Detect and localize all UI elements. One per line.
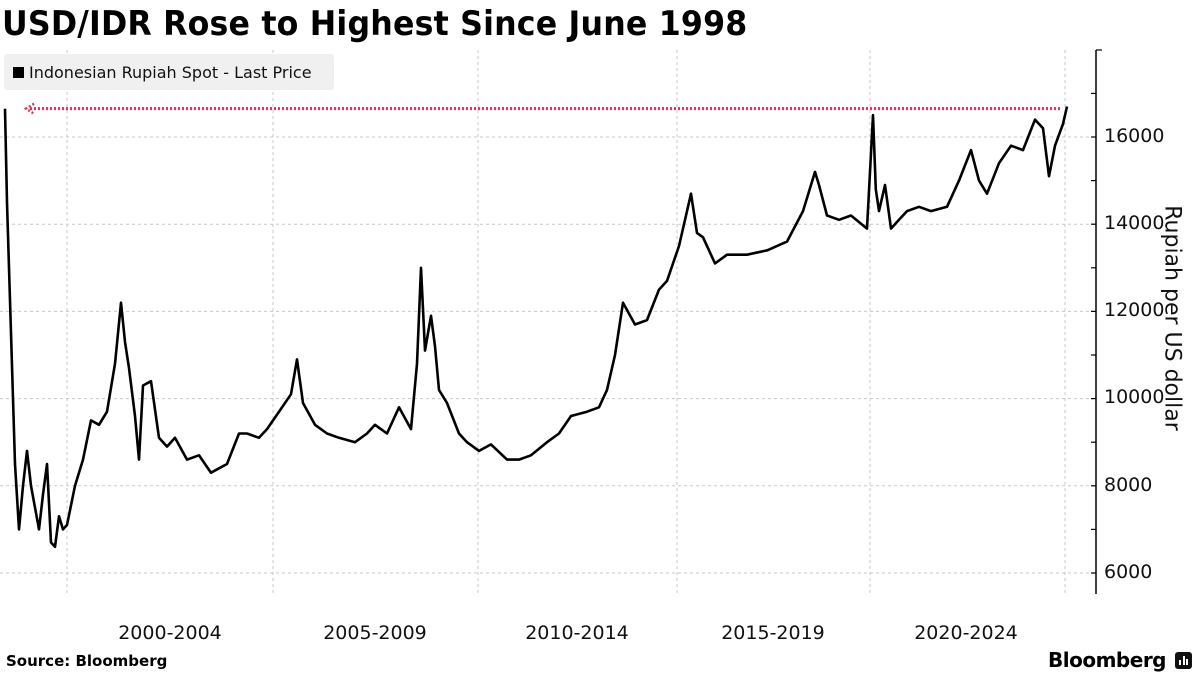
bloomberg-logo: Bloomberg — [1048, 648, 1166, 672]
reference-arrow-icon — [23, 102, 35, 115]
x-tick-2020-2024: 2020-2024 — [914, 622, 1018, 644]
gridlines — [0, 50, 1096, 594]
y-axis — [1091, 49, 1102, 594]
legend: Indonesian Rupiah Spot - Last Price — [4, 54, 334, 90]
rupiah-spot-line — [3, 106, 1069, 549]
y-tick-12000: 12000 — [1104, 299, 1165, 321]
x-tick-2010-2014: 2010-2014 — [525, 622, 629, 644]
y-tick-6000: 6000 — [1104, 561, 1153, 583]
y-tick-10000: 10000 — [1104, 386, 1165, 408]
source-note: Source: Bloomberg — [6, 652, 168, 670]
x-tick-2000-2004: 2000-2004 — [118, 622, 222, 644]
y-tick-8000: 8000 — [1104, 474, 1153, 496]
legend-label: Indonesian Rupiah Spot - Last Price — [29, 62, 312, 82]
bloomberg-chart-icon — [1175, 652, 1192, 669]
x-tick-2005-2009: 2005-2009 — [323, 622, 427, 644]
chart-title: USD/IDR Rose to Highest Since June 1998 — [2, 4, 748, 44]
y-tick-14000: 14000 — [1104, 212, 1165, 234]
y-tick-16000: 16000 — [1104, 125, 1165, 147]
x-tick-2015-2019: 2015-2019 — [721, 622, 825, 644]
y-axis-label: Rupiah per US dollar — [1159, 205, 1185, 431]
legend-swatch-icon — [13, 66, 24, 78]
